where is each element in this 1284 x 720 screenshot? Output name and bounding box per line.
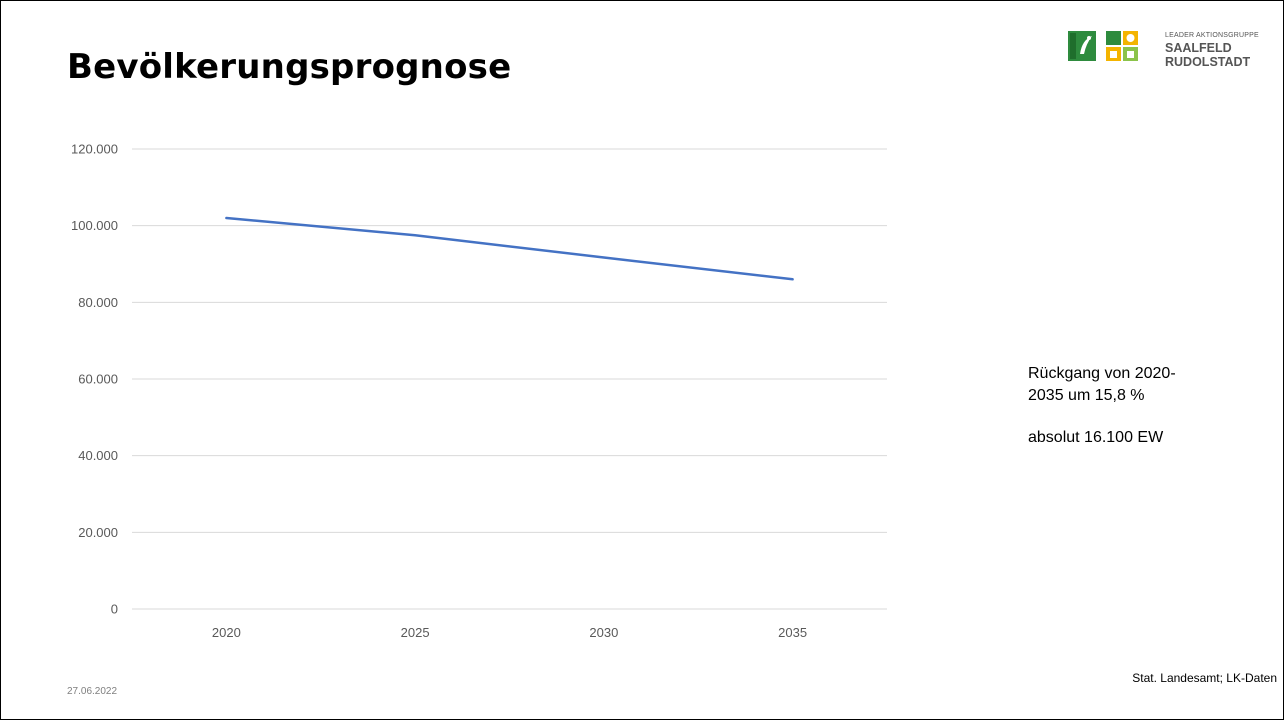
series-line (225, 216, 794, 281)
decline-note: Rückgang von 2020- 2035 um 15,8 % absolu… (1028, 363, 1228, 449)
y-tick-label: 100.000 (71, 218, 118, 233)
leader-emblem-icon (1068, 31, 1096, 61)
note-line-2: 2035 um 15,8 % (1028, 387, 1145, 404)
y-tick-label: 120.000 (71, 142, 118, 157)
y-tick-label: 60.000 (78, 372, 118, 387)
y-axis-ticks: 0 20.000 40.000 60.000 80.000 100.000 120.000 (71, 142, 118, 617)
x-tick-label: 2020 (212, 625, 241, 640)
slide-date: 27.06.2022 (67, 686, 118, 697)
x-axis-ticks: 2020 2025 2030 2035 (212, 625, 807, 640)
logo-line-1: LEADER AKTIONSGRUPPE (1165, 32, 1259, 39)
source-note: Stat. Landesamt; LK-Daten (1132, 671, 1277, 685)
leader-logo (1068, 31, 1138, 61)
x-tick-label: 2030 (589, 625, 618, 640)
logo-line-3: RUDOLSTADT (1165, 54, 1251, 69)
y-tick-label: 20.000 (78, 525, 118, 540)
x-tick-label: 2025 (401, 625, 430, 640)
y-tick-label: 80.000 (78, 295, 118, 310)
regional-emblem-icon (1106, 31, 1138, 61)
y-tick-label: 40.000 (78, 448, 118, 463)
logo-line-2: SAALFELD (1165, 41, 1232, 55)
grid-layer (132, 148, 887, 610)
slide-title: Bevölkerungsprognose (67, 47, 512, 87)
series-layer (225, 216, 794, 281)
y-tick-label: 0 (111, 602, 118, 617)
x-tick-label: 2035 (778, 625, 807, 640)
logo-text: LEADER AKTIONSGRUPPE SAALFELD RUDOLSTADT (1165, 32, 1259, 68)
note-line-3: absolut 16.100 EW (1028, 429, 1164, 446)
note-line-1: Rückgang von 2020- (1028, 365, 1176, 382)
